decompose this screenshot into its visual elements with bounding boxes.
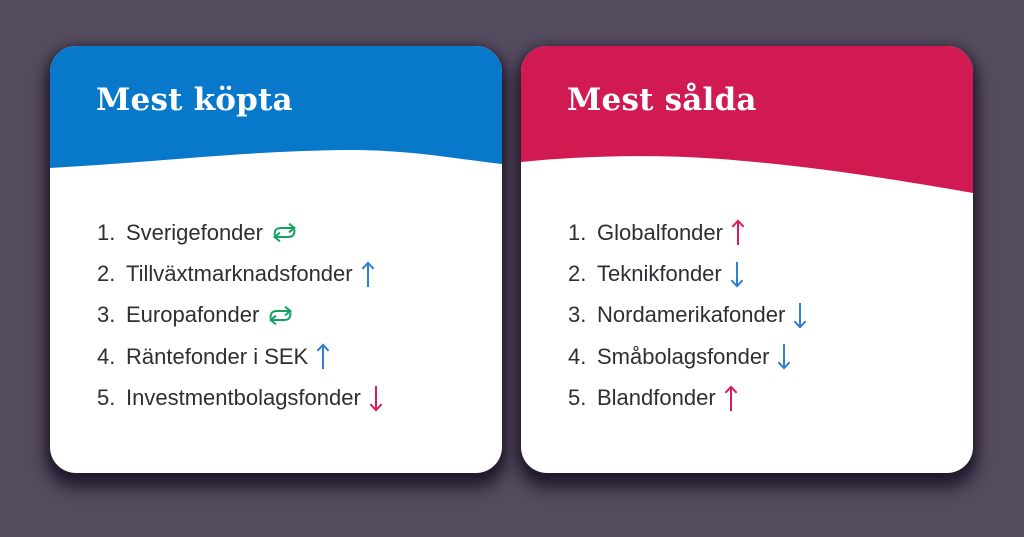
fund-label: Blandfonder	[597, 385, 716, 411]
fund-rank: 5.	[568, 385, 587, 411]
fund-label: Småbolagsfonder	[597, 343, 770, 369]
card-most-sold: Mest sålda 1. Globalfonder 2. Teknikfond…	[521, 46, 973, 473]
fund-rank: 4.	[568, 343, 587, 369]
fund-rank: 2.	[568, 261, 587, 287]
trend-down-icon	[793, 302, 807, 329]
trend-slot	[777, 342, 791, 371]
fund-rank: 2.	[97, 261, 116, 287]
fund-label: Europafonder	[126, 302, 260, 328]
fund-list-item: 5. Blandfonder	[568, 378, 957, 419]
trend-down-icon	[730, 261, 744, 288]
trend-slot	[730, 260, 744, 289]
fund-label: Nordamerikafonder	[597, 302, 786, 328]
card-title-most-bought: Mest köpta	[96, 82, 293, 118]
fund-rank: 1.	[97, 219, 116, 245]
fund-label: Räntefonder i SEK	[126, 343, 309, 369]
fund-list-item: 1. Sverigefonder	[97, 212, 486, 253]
wave-shape	[521, 46, 973, 193]
card-title-most-sold: Mest sålda	[567, 82, 757, 118]
fund-label: Teknikfonder	[597, 261, 722, 287]
wave-header-crimson	[521, 46, 973, 193]
fund-label: Tillväxtmarknadsfonder	[126, 261, 353, 287]
fund-list-item: 2. Tillväxtmarknadsfonder	[97, 253, 486, 294]
fund-list-most-bought: 1. Sverigefonder 2. Tillväxtmarknadsfond…	[97, 212, 486, 419]
trend-up-icon	[361, 260, 374, 287]
trend-up-icon	[731, 219, 745, 246]
fund-label: Sverigefonder	[126, 219, 263, 245]
fund-list-item: 3. Nordamerikafonder	[568, 295, 957, 336]
trend-down-icon	[778, 344, 791, 371]
trend-swap-icon	[273, 223, 296, 243]
wave-shape	[50, 46, 502, 168]
fund-list-item: 4. Småbolagsfonder	[568, 336, 957, 377]
trend-up-icon	[316, 343, 330, 370]
fund-rank: 3.	[97, 302, 116, 328]
card-most-bought: Mest köpta 1. Sverigefonder 2. Tillväxtm…	[50, 46, 502, 473]
trend-slot	[724, 384, 738, 413]
fund-list-item: 4. Räntefonder i SEK	[97, 336, 486, 377]
fund-rank: 4.	[97, 343, 116, 369]
trend-slot	[267, 304, 294, 327]
trend-slot	[271, 221, 298, 244]
fund-rank: 3.	[568, 302, 587, 328]
fund-list-item: 5. Investmentbolagsfonder	[97, 378, 486, 419]
trend-slot	[361, 260, 375, 289]
fund-list-most-sold: 1. Globalfonder 2. Teknikfonder 3. Norda…	[568, 212, 957, 419]
trend-swap-icon	[269, 305, 293, 326]
trend-up-icon	[724, 385, 737, 411]
fund-rank: 5.	[97, 385, 116, 411]
fund-list-item: 2. Teknikfonder	[568, 253, 957, 294]
trend-slot	[793, 301, 807, 330]
fund-label: Investmentbolagsfonder	[126, 385, 361, 411]
fund-rank: 1.	[568, 219, 587, 245]
trend-down-icon	[369, 385, 383, 412]
trend-slot	[731, 218, 745, 247]
wave-header-blue	[50, 46, 502, 168]
trend-slot	[316, 342, 330, 371]
fund-list-item: 1. Globalfonder	[568, 212, 957, 253]
trend-slot	[369, 384, 383, 413]
fund-list-item: 3. Europafonder	[97, 295, 486, 336]
fund-label: Globalfonder	[597, 219, 723, 245]
